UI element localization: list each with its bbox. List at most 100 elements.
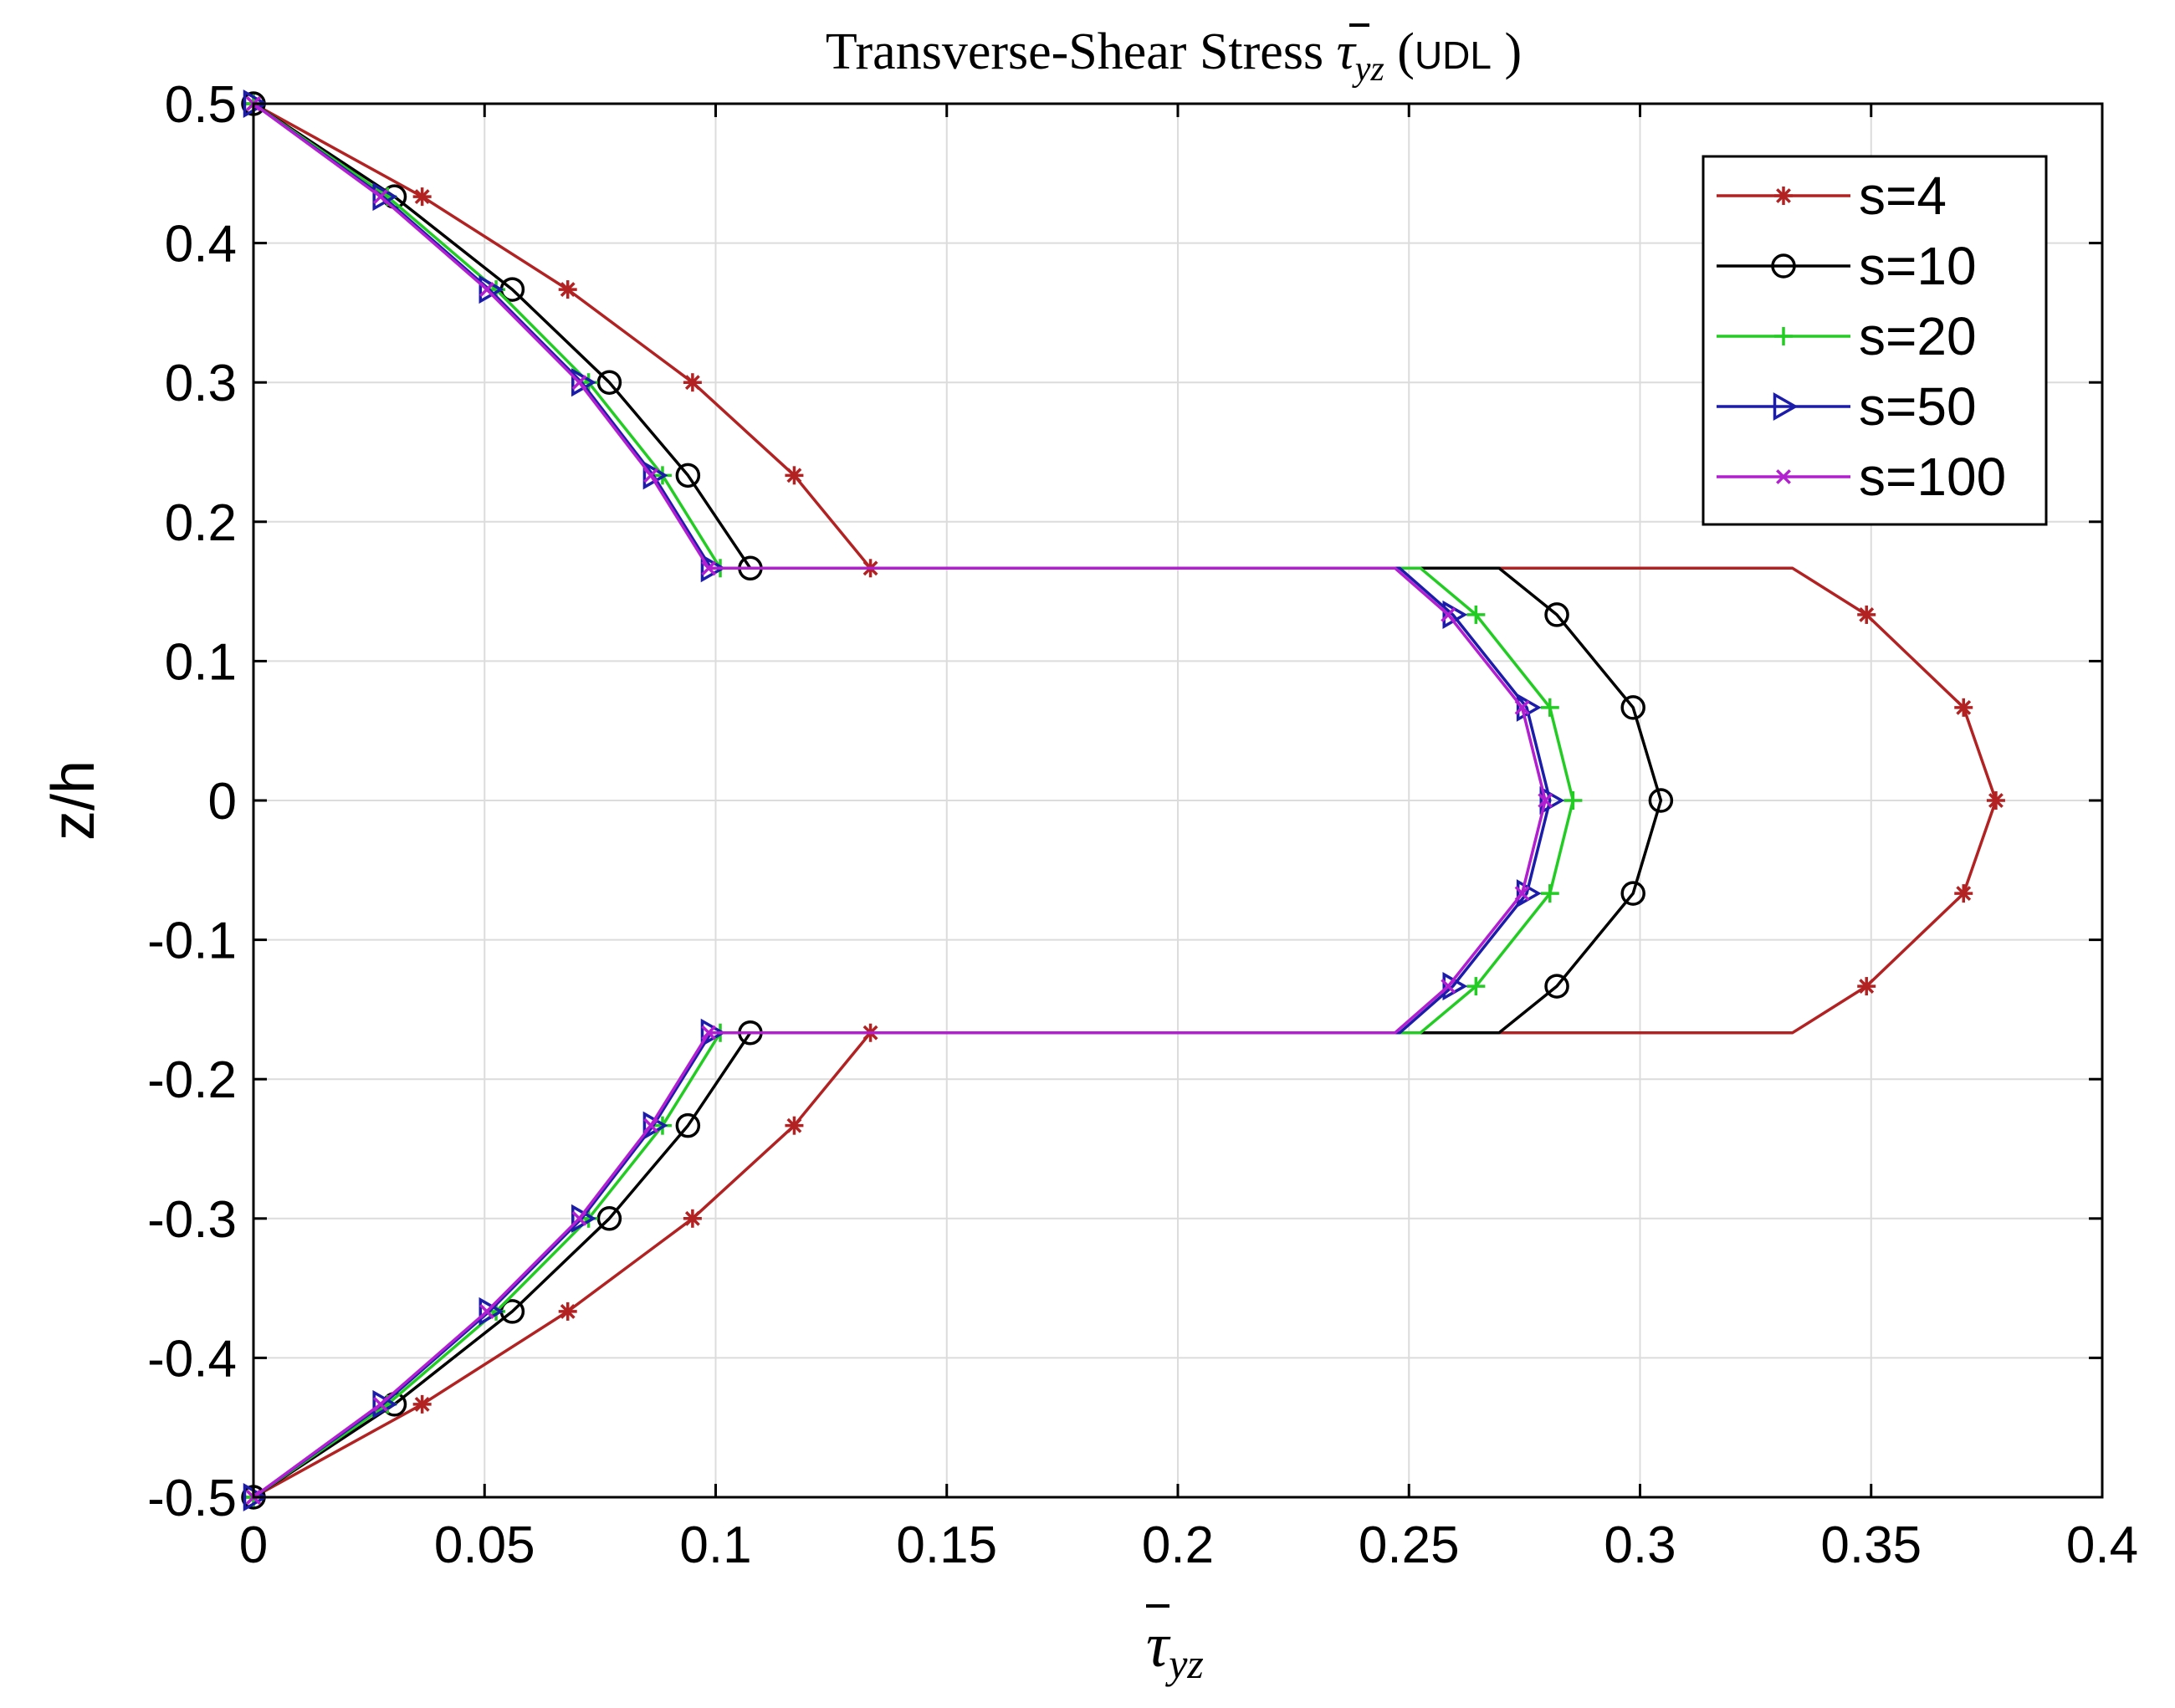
series-marker-circle (1620, 695, 1645, 720)
series-marker-x (643, 1117, 659, 1133)
series-marker-asterisk (412, 187, 432, 207)
legend-box (1702, 155, 2048, 526)
series-marker-plus (1466, 605, 1486, 624)
series-marker-triangle-right (243, 89, 269, 119)
y-axis-label: z/h (40, 760, 107, 841)
x-tick-label: 0.05 (434, 1516, 535, 1574)
series-marker-circle (675, 1112, 701, 1138)
series-marker-circle (1620, 881, 1645, 906)
y-tick-label: 0 (208, 773, 237, 831)
series-marker-asterisk (1857, 977, 1876, 996)
series-marker-plus (1563, 791, 1583, 810)
x-tick-label: 0.15 (896, 1516, 997, 1574)
y-tick-label: 0.3 (165, 355, 237, 412)
legend-label: s=10 (1859, 236, 1977, 296)
title-main: Transverse-Shear Stress (826, 23, 1337, 80)
series-line (253, 102, 1663, 1499)
series-marker-asterisk (683, 1209, 702, 1228)
y-tick-label: -0.1 (147, 913, 237, 970)
series-marker-x (571, 1210, 587, 1226)
series-marker-x (701, 560, 717, 576)
legend-item: s=50 (1717, 376, 1977, 437)
series-marker-circle (1544, 602, 1569, 627)
series-marker-triangle-right (372, 182, 398, 212)
y-tick-label: 0.2 (165, 494, 237, 552)
series-layer (241, 89, 2005, 1512)
title-paren-open: ( (1384, 23, 1415, 80)
legend-item: s=20 (1717, 306, 1977, 366)
series-marker-x (1538, 793, 1553, 808)
legend-item: s=4 (1717, 166, 1947, 226)
axis-ticks: 0 0.05 0.1 0.15 0.2 0.25 0.3 0.35 0.4 -0.5 -0.4 -0.… (147, 76, 2138, 1574)
series-marker-plus (1540, 698, 1559, 717)
series-marker-asterisk (558, 1301, 577, 1321)
y-tick-label: -0.4 (147, 1330, 237, 1388)
xlabel-subscript: yz (1164, 1640, 1204, 1687)
legend-label: s=50 (1859, 376, 1977, 437)
series-marker-plus (1540, 884, 1559, 903)
series-marker-x (479, 1303, 494, 1319)
series-marker-plus (1774, 327, 1793, 345)
series-marker-x (643, 468, 659, 483)
series-marker-asterisk (1774, 187, 1793, 205)
series-line (252, 102, 1552, 1499)
x-tick-label: 0 (239, 1516, 268, 1574)
series-marker-x (1776, 469, 1791, 484)
series-marker-triangle-right (700, 1018, 726, 1047)
legend-label: s=20 (1859, 306, 1977, 366)
x-axis-label: τyz (1146, 1610, 1204, 1687)
y-tick-label: 0.4 (165, 216, 237, 274)
series-marker-asterisk (1954, 884, 1973, 903)
series-marker-x (1514, 699, 1530, 715)
x-tick-label: 0.25 (1359, 1516, 1460, 1574)
series-marker-triangle-right (700, 554, 726, 583)
series-marker-x (1441, 979, 1456, 995)
x-tick-label: 0.2 (1142, 1516, 1214, 1574)
series-marker-circle (1648, 788, 1674, 813)
series-marker-x (479, 282, 494, 298)
title-paren-close: ) (1492, 23, 1522, 80)
series-marker-x (373, 1396, 388, 1412)
x-tick-label: 0.3 (1604, 1516, 1676, 1574)
x-tick-label: 0.1 (679, 1516, 751, 1574)
series-marker-circle (675, 463, 701, 488)
y-tick-label: 0.1 (165, 633, 237, 691)
series-marker-asterisk (785, 466, 804, 485)
series-marker-circle (596, 370, 622, 395)
legend-label: s=4 (1859, 166, 1947, 226)
xlabel-symbol: τ (1146, 1610, 1171, 1680)
series-marker-asterisk (683, 373, 702, 392)
title-subscript: yz (1352, 50, 1384, 89)
y-tick-label: -0.2 (147, 1051, 237, 1109)
x-tick-label: 0.35 (1820, 1516, 1922, 1574)
title-udl: UDL (1415, 33, 1492, 77)
series-marker-asterisk (558, 280, 577, 299)
series-marker-plus (1466, 977, 1486, 996)
y-tick-label: -0.5 (147, 1470, 237, 1527)
series-marker-asterisk (412, 1394, 432, 1414)
legend-item: s=10 (1717, 236, 1977, 296)
series-marker-asterisk (1954, 698, 1973, 717)
y-tick-label: 0.5 (165, 76, 237, 134)
y-tick-label: -0.3 (147, 1191, 237, 1249)
series-marker-triangle-right (243, 1482, 269, 1512)
series-marker-circle (1544, 974, 1569, 999)
x-tick-label: 0.4 (2066, 1516, 2138, 1574)
series-marker-triangle-right (1773, 391, 1799, 422)
series-marker-x (373, 189, 388, 205)
series-marker-x (701, 1025, 717, 1041)
series-marker-circle (596, 1206, 622, 1231)
series-marker-circle (1771, 253, 1796, 279)
series-marker-x (1441, 606, 1456, 622)
series-marker-x (1514, 886, 1530, 902)
series-marker-x (571, 375, 587, 391)
series-marker-asterisk (1986, 791, 2005, 810)
series-s-100 (246, 96, 1553, 1505)
series-marker-triangle-right (372, 1389, 398, 1419)
legend-label: s=100 (1859, 447, 2006, 507)
series-marker-asterisk (785, 1116, 804, 1135)
chart-title: Transverse-Shear Stress τyz (UDL ) (826, 23, 1522, 89)
legend: s=4 s=10 s=20 s=50 s=100 (1702, 155, 2048, 526)
series-marker-asterisk (1857, 605, 1876, 624)
